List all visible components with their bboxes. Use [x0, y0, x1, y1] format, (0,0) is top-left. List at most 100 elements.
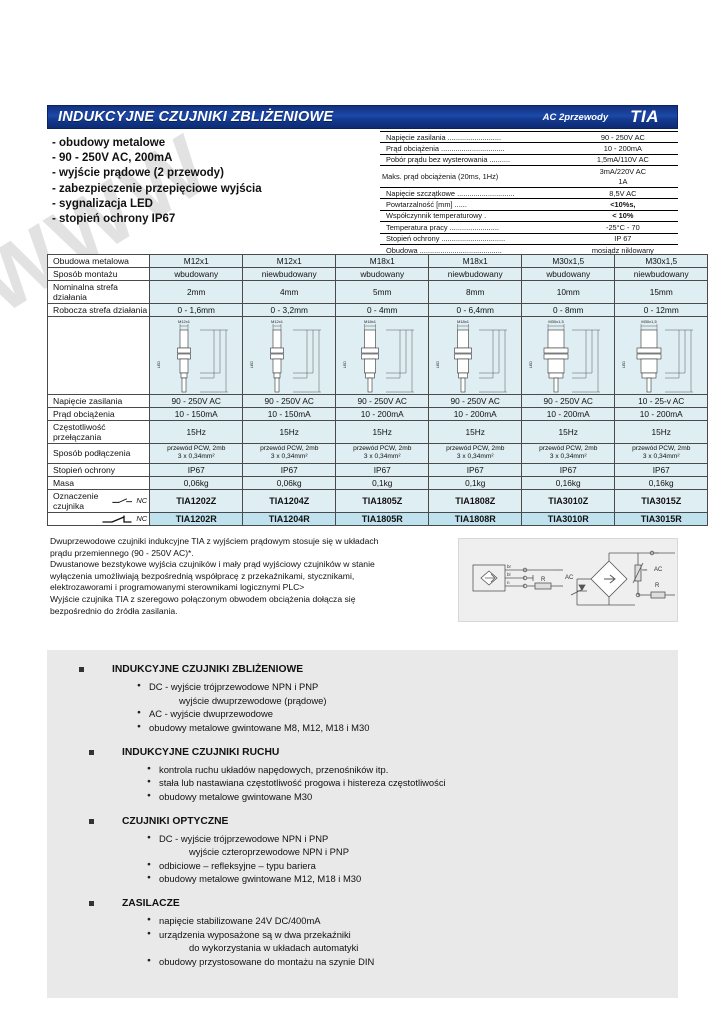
feature-item: - obudowy metalowe [52, 137, 166, 149]
table-cell: 10 - 150mA [149, 407, 244, 421]
spec-value: < 10% [567, 209, 678, 223]
table-row: Stopień ochrony IP67 IP67 IP67 IP67 IP67 IP67 [46, 462, 709, 477]
table-cell: wbudowany [521, 267, 616, 281]
svg-text:LED: LED [436, 360, 440, 367]
list-item: obudowy przystosowane do montażu na szyn… [147, 954, 678, 968]
table-cell: wbudowany [335, 267, 430, 281]
sensor-part-number: TIA1808R [428, 511, 523, 526]
circuit-label-bl: bl [507, 572, 511, 577]
table-cell: 0,16kg [614, 475, 709, 490]
category-heading: INDUKCYJNE CZUJNIKI RUCHU [89, 747, 678, 758]
table-cell: niewbudowany [242, 267, 337, 281]
description-line: elektrozaworami i programowanymi sterown… [50, 582, 305, 593]
sensor-drawing-cell: M18x1 LED [428, 316, 523, 395]
page-header-bar: INDUKCYJNE CZUJNIKI ZBLIŻENIOWE AC 2prze… [47, 105, 678, 129]
sensor-part-number: TIA1204Z [242, 488, 337, 513]
table-cell: niewbudowany [614, 267, 709, 281]
table-cell: 90 - 250V AC [428, 394, 523, 408]
circuit-label-br: br [507, 564, 512, 569]
table-cell: 0,16kg [521, 475, 616, 490]
list-item: odbiciowe – refleksyjne – typu bariera [147, 858, 678, 872]
table-cell: 90 - 250V AC [521, 394, 616, 408]
category-item-list: napięcie stabilizowane 24V DC/400mAurząd… [57, 913, 678, 968]
table-row: Obudowa metalowa M12x1 M12x1 M18x1 M18x1 M30x… [46, 254, 709, 268]
svg-text:M18x1: M18x1 [457, 319, 470, 324]
sensor-part-number: TIA1805R [335, 511, 430, 526]
spec-label: Stopień ochrony ........................… [380, 232, 568, 245]
spec-row: Napięcie szczątkowe ....................… [380, 186, 678, 200]
square-bullet-icon [89, 901, 94, 906]
product-range-panel: INDUKCYJNE CZUJNIKI ZBLIŻENIOWE DC - wyjś… [47, 650, 678, 998]
spec-row: Powtarzalność [mm] ...... <10%s, [380, 198, 678, 211]
table-cell: 0 - 3,2mm [242, 303, 337, 317]
svg-text:M12x1: M12x1 [271, 319, 284, 324]
table-row: Masa 0,06kg 0,06kg 0,1kg 0,1kg 0,16kg 0,16kg [46, 475, 709, 490]
feature-item: - 90 - 250V AC, 200mA [52, 152, 173, 165]
sensor-dimension-drawing: M12x1 LED [250, 319, 322, 392]
svg-text:M30x1,5: M30x1,5 [642, 319, 658, 324]
table-cell: 15Hz [614, 420, 709, 444]
feature-item: - wyjście prądowe (2 przewody) [52, 167, 224, 180]
category-title: INDUKCYJNE CZUJNIKI RUCHU [122, 746, 280, 758]
contact-symbol-nc [102, 515, 133, 523]
row-label: Nominalna strefa działania [46, 280, 151, 304]
specifications-body: Napięcie zasilania .....................… [380, 130, 678, 257]
sensor-part-number: TIA3010R [521, 511, 616, 526]
product-category-section: INDUKCYJNE CZUJNIKI RUCHU kontrola ruchu … [57, 747, 678, 803]
circuit-label-load-left: R [541, 577, 546, 583]
spec-row: Pobór prądu bez wysterowania .......... 1… [380, 153, 678, 167]
sensor-part-number: TIA1202R [149, 511, 244, 526]
spec-label: Pobór prądu bez wysterowania .......... [380, 153, 568, 167]
list-item: do wykorzystania w układach automatyki [147, 941, 678, 954]
list-item-continuation: do wykorzystania w układach automatyki [189, 942, 359, 953]
table-row: NC TIA1202R TIA1204R TIA1805R TIA1808R TIA301… [46, 511, 709, 526]
table-cell: niewbudowany [428, 267, 523, 281]
spec-value: 8,5V AC [567, 186, 678, 200]
sensor-dimension-drawing: M30x1,5 LED [622, 319, 694, 392]
sensor-part-number: TIA1808Z [428, 488, 523, 513]
contact-type-label: NC [136, 513, 148, 523]
row-label: Napięcie zasilania [46, 394, 151, 408]
spec-value: IP 67 [567, 232, 678, 245]
feature-item: - stopień ochrony IP67 [52, 213, 176, 226]
table-cell: 0,06kg [149, 475, 244, 490]
description-line: bezpośrednio do źródła zasilania. [50, 605, 178, 616]
spec-row: Napięcie zasilania .....................… [380, 130, 678, 144]
table-cell: 0 - 8mm [521, 303, 616, 317]
description-paragraph: Dwuprzewodowe czujniki indukcyjne TIA z … [50, 536, 442, 617]
table-cell: 0 - 12mm [614, 303, 709, 317]
category-heading: INDUKCYJNE CZUJNIKI ZBLIŻENIOWE [79, 664, 678, 675]
sensor-dimension-drawing: M18x1 LED [436, 319, 508, 392]
table-cell: 15Hz [149, 420, 244, 444]
sensor-dimension-drawing: M12x1 LED [157, 319, 229, 392]
description-line: Dwustanowe bezstykowe wyjścia czujników … [50, 559, 375, 570]
table-cell: 15Hz [242, 420, 337, 444]
contact-symbol-no [111, 498, 133, 503]
category-item-list: DC - wyjście trójprzewodowe NPN i PNPwyj… [47, 679, 678, 734]
svg-text:M12x1: M12x1 [178, 319, 191, 324]
table-row: Robocza strefa działania 0 - 1,6mm 0 - 3,2… [46, 303, 709, 317]
table-row: Napięcie zasilania 90 - 250V AC 90 - 250V … [46, 394, 709, 408]
spec-label: Współczynnik temperaturowy . [380, 209, 568, 223]
table-cell: przewód PCW, 2mb 3 x 0,34mm² [149, 443, 244, 464]
spec-label: Napięcie zasilania .....................… [380, 130, 568, 144]
table-cell: M18x1 [335, 254, 430, 268]
sensor-dimension-drawing: M30x1,5 LED [529, 319, 601, 392]
svg-text:M30x1,5: M30x1,5 [549, 319, 565, 324]
table-cell: 10 - 200mA [428, 407, 523, 421]
table-cell: 0 - 6,4mm [428, 303, 523, 317]
row-label: Sposób podłączenia [46, 443, 151, 464]
spec-value: 90 - 250V AC [567, 130, 678, 144]
table-cell: IP67 [521, 462, 616, 477]
table-cell: 5mm [335, 280, 430, 304]
table-cell: M12x1 [149, 254, 244, 268]
sensor-drawing-cell: M18x1 LED [335, 316, 430, 395]
svg-text:LED: LED [529, 360, 533, 367]
spec-row: Obudowa ................................… [380, 243, 678, 257]
description-line: Wyjście czujnika TIA z szeregowo połączo… [50, 593, 356, 604]
category-title: ZASILACZE [122, 898, 180, 909]
page-title: INDUKCYJNE CZUJNIKI ZBLIŻENIOWE [58, 109, 334, 125]
specifications-table: Napięcie zasilania .....................… [380, 130, 678, 257]
row-label: Częstotliwość przełączania [46, 420, 151, 444]
list-item: wyjście czteroprzewodowe NPN i PNP [147, 845, 678, 858]
